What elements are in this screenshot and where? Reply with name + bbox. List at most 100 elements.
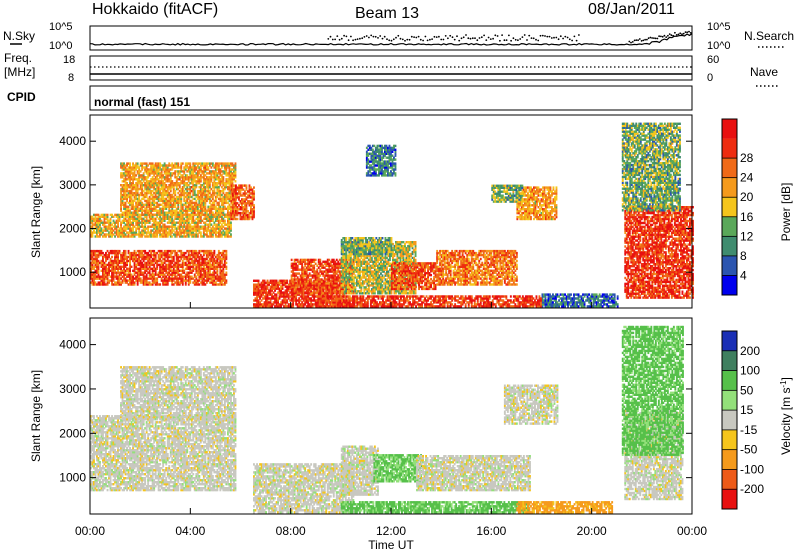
range-cell: [112, 277, 115, 280]
range-cell: [141, 182, 144, 185]
range-cell: [151, 225, 154, 228]
range-cell: [130, 178, 133, 181]
range-cell: [136, 257, 139, 261]
range-cell: [106, 267, 109, 270]
range-cell: [94, 259, 97, 263]
range-cell: [127, 249, 130, 253]
range-cell: [117, 281, 119, 284]
range-cell: [174, 221, 177, 224]
range-cell: [126, 172, 128, 175]
range-cell: [154, 253, 157, 257]
range-cell: [144, 211, 147, 214]
range-cell: [204, 273, 207, 276]
range-cell: [201, 263, 204, 267]
range-cell: [189, 215, 192, 218]
range-cell: [178, 186, 181, 189]
range-cell: [132, 164, 134, 167]
range-cell: [199, 271, 202, 274]
range-cell: [196, 221, 199, 224]
noise-search-dot: [354, 38, 357, 41]
range-cell: [135, 205, 138, 208]
range-cell: [213, 231, 216, 234]
range-cell: [223, 253, 226, 257]
noise-search-dot: [476, 39, 479, 42]
range-cell: [217, 253, 220, 257]
range-cell: [187, 271, 190, 274]
range-cell: [136, 178, 139, 181]
range-cell: [253, 204, 255, 207]
range-cell: [108, 269, 110, 272]
range-cell: [196, 215, 199, 218]
range-cell: [135, 213, 138, 217]
noise-search-dot: [471, 37, 474, 40]
range-cell: [199, 277, 202, 280]
range-cell: [184, 267, 187, 270]
range-cell: [223, 279, 226, 282]
range-cell: [90, 221, 92, 224]
range-cell: [115, 267, 118, 270]
range-cell: [211, 273, 214, 276]
range-cell: [121, 271, 124, 274]
range-cell: [136, 263, 139, 267]
range-cell: [141, 176, 144, 179]
range-cell: [118, 271, 121, 274]
range-cell: [150, 186, 153, 189]
range-cell: [171, 273, 174, 276]
range-cell: [141, 189, 144, 193]
range-cell: [124, 225, 127, 228]
range-cell: [145, 162, 148, 165]
range-cell: [124, 184, 127, 187]
range-cell: [120, 229, 122, 232]
range-cell: [96, 235, 98, 238]
range-cell: [208, 215, 211, 218]
range-cell: [156, 205, 159, 208]
range-cell: [184, 275, 187, 278]
range-cell: [144, 281, 147, 284]
range-cell: [214, 261, 217, 265]
range-cell: [115, 257, 118, 261]
range-cell: [124, 207, 127, 210]
range-cell: [168, 225, 171, 228]
range-cell: [153, 184, 156, 187]
range-cell: [184, 257, 187, 261]
range-cell: [217, 283, 220, 286]
range-cell: [100, 281, 103, 284]
range-cell: [177, 184, 180, 187]
range-cell: [106, 277, 109, 280]
range-cell: [157, 168, 160, 171]
range-cell: [180, 231, 183, 234]
range-cell: [187, 249, 190, 253]
range-cell: [159, 223, 162, 226]
range-cell: [217, 227, 220, 230]
range-cell: [162, 182, 165, 185]
range-cell: [220, 261, 223, 265]
range-cell: [177, 191, 180, 195]
range-cell: [136, 275, 139, 278]
range-cell: [175, 176, 178, 179]
noise-search-dot: [336, 35, 339, 37]
range-cell: [216, 253, 219, 257]
range-cell: [97, 255, 100, 259]
range-cell: [153, 231, 156, 234]
range-cell: [124, 277, 127, 280]
range-cell: [126, 255, 128, 259]
noise-search-dot: [660, 35, 662, 38]
range-cell: [214, 255, 217, 259]
range-cell: [210, 259, 213, 263]
range-cell: [166, 176, 169, 179]
range-cell: [118, 249, 121, 253]
range-cell: [225, 235, 228, 238]
range-cell: [93, 223, 95, 226]
range-cell: [156, 273, 159, 276]
range-cell: [192, 269, 195, 272]
range-cell: [195, 257, 198, 261]
range-cell: [139, 261, 142, 265]
range-cell: [129, 197, 131, 201]
range-cell: [99, 231, 101, 234]
range-cell: [123, 197, 125, 201]
range-cell: [124, 251, 127, 255]
range-cell: [145, 251, 148, 255]
range-cell: [139, 201, 142, 205]
range-cell: [97, 215, 100, 218]
range-cell: [148, 205, 151, 208]
